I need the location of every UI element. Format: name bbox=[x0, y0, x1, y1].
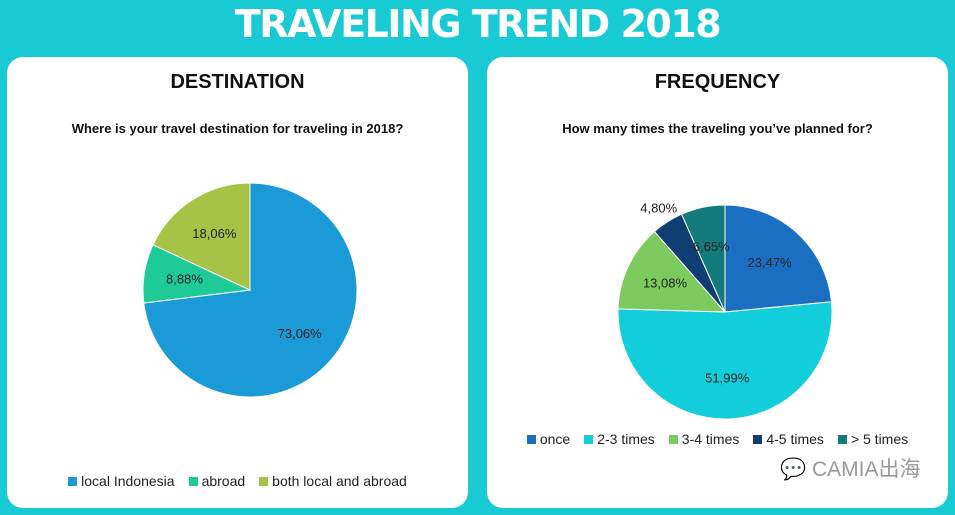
pie-slice-both-local-and-abroad bbox=[152, 182, 251, 291]
pie-slice-once bbox=[724, 204, 833, 313]
legend-swatch bbox=[837, 435, 847, 444]
legend-item: once bbox=[526, 431, 571, 447]
legend-label: 3-4 times bbox=[681, 431, 740, 447]
legend-swatch bbox=[526, 435, 536, 444]
data-label: 4,80% bbox=[640, 200, 677, 215]
legend-swatch bbox=[188, 477, 198, 486]
chart-subtitle: How many times the traveling you’ve plan… bbox=[562, 121, 873, 136]
legend-item: abroad bbox=[188, 473, 246, 489]
legend-swatch bbox=[259, 477, 269, 486]
legend-label: 4-5 times bbox=[766, 431, 824, 447]
legend-label: abroad bbox=[201, 473, 246, 489]
legend-item: 4-5 times bbox=[753, 431, 824, 447]
frequency-pie: 23,47% 51,99% 13,08% 4,80% 6,65% bbox=[617, 200, 833, 420]
frequency-card: FREQUENCY How many times the traveling y… bbox=[487, 57, 948, 508]
legend-label: 2-3 times bbox=[597, 431, 655, 447]
legend-swatch bbox=[68, 477, 78, 486]
pie-slice-3-4-times bbox=[617, 230, 727, 313]
data-label: 13,08% bbox=[643, 276, 688, 291]
data-label: 8,88% bbox=[166, 272, 203, 287]
destination-card: DESTINATION Where is your travel destina… bbox=[7, 57, 468, 508]
legend-item: > 5 times bbox=[837, 431, 909, 447]
legend-item: 3-4 times bbox=[668, 431, 740, 447]
legend-swatch bbox=[584, 435, 594, 444]
chart-title: DESTINATION bbox=[170, 71, 305, 93]
page-title: TRAVELING TREND 2018 bbox=[234, 2, 722, 46]
legend-label: local Indonesia bbox=[81, 473, 175, 489]
chart-title: FREQUENCY bbox=[654, 71, 781, 93]
data-label: 18,06% bbox=[192, 226, 237, 241]
data-label: 23,47% bbox=[748, 255, 793, 270]
data-label: 73,06% bbox=[278, 326, 323, 341]
legend-swatch bbox=[668, 435, 678, 444]
data-label: 6,65% bbox=[693, 239, 730, 254]
data-label: 51,99% bbox=[705, 370, 750, 385]
legend-item: both local and abroad bbox=[259, 473, 407, 489]
legend-item: local Indonesia bbox=[68, 473, 175, 489]
legend-label: both local and abroad bbox=[272, 473, 407, 489]
wechat-icon: 💬 bbox=[780, 458, 807, 481]
legend-label: > 5 times bbox=[850, 431, 909, 447]
destination-pie: 73,06% 8,88% 18,06% bbox=[142, 182, 358, 398]
pie-slice--5-times bbox=[680, 204, 726, 313]
watermark: 💬 CAMIA出海 bbox=[780, 458, 921, 481]
chart-subtitle: Where is your travel destination for tra… bbox=[71, 121, 404, 136]
legend-label: once bbox=[539, 431, 571, 447]
legend-swatch bbox=[753, 435, 763, 444]
pie-slice-2-3-times bbox=[617, 301, 833, 420]
legend: once 2-3 times 3-4 times 4-5 times > 5 times bbox=[487, 431, 948, 447]
legend: local Indonesia abroad both local and abro… bbox=[7, 473, 468, 489]
legend-item: 2-3 times bbox=[584, 431, 655, 447]
